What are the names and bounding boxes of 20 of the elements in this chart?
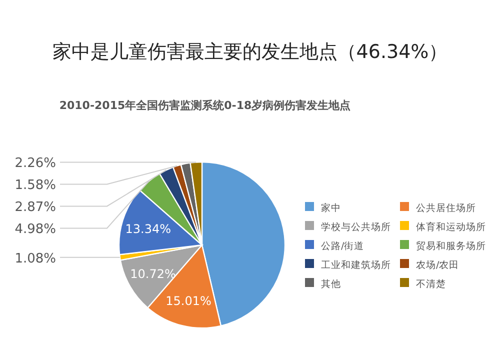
data-label: 1.58% [14,178,56,194]
data-label: 15.01% [166,294,212,308]
chart-title: 家中是儿童伤害最主要的发生地点（46.34%） [52,41,448,63]
legend-label: 学校与公共场所 [321,221,391,233]
legend-label: 工业和建筑场所 [321,259,391,271]
data-label: 1.08% [14,251,56,266]
legend-label: 贸易和服务场所 [416,240,486,252]
legend-label: 公共居住场所 [416,202,476,214]
legend-label: 其他 [321,278,341,290]
legend-label: 家中 [321,202,341,214]
data-label: 13.34% [125,222,172,236]
legend-label: 体育和运动场所 [416,221,486,233]
legend-label: 公路/街道 [321,240,364,252]
legend-label: 农场/农田 [416,259,460,271]
data-label: 2.26% [14,156,56,172]
data-label: 2.87% [14,200,56,216]
chart-subtitle: 2010-2015年全国伤害监测系统0-18岁病例伤害发生地点 [59,99,351,112]
data-label: 4.98% [14,222,56,238]
legend-label: 不清楚 [416,278,446,290]
data-label: 10.72% [130,267,176,282]
